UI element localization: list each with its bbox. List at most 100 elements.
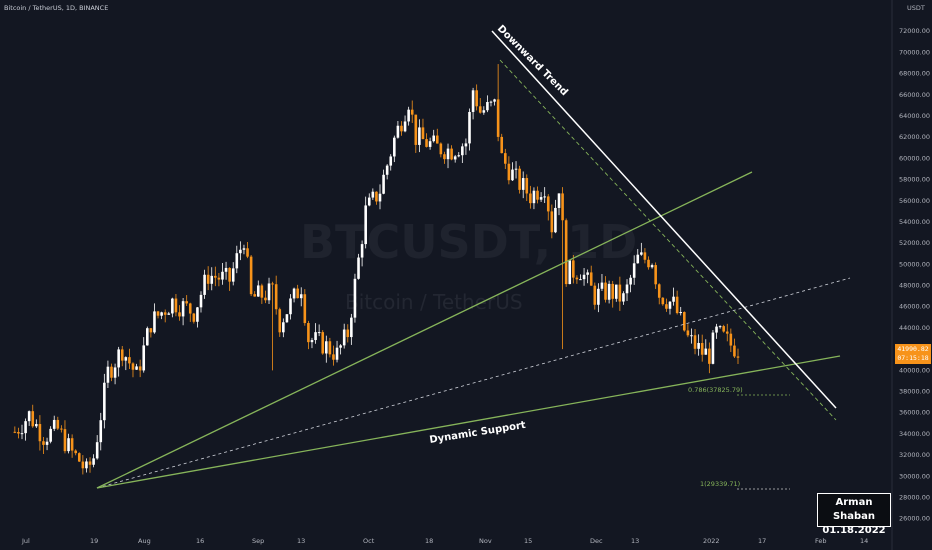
x-tick-label: Sep	[252, 537, 264, 545]
candle-up	[468, 111, 471, 144]
y-tick-label: 56000.00	[899, 197, 930, 205]
candle-up	[672, 296, 675, 302]
candle-up	[539, 197, 543, 200]
candle-down	[217, 277, 221, 280]
y-tick-label: 52000.00	[899, 239, 930, 247]
y-tick-label: 50000.00	[899, 260, 930, 268]
candle-down	[56, 419, 60, 429]
candle-up	[514, 168, 518, 170]
candle-up	[135, 366, 138, 370]
candle-up	[117, 349, 120, 368]
candle-up	[153, 311, 156, 333]
candle-up	[629, 277, 632, 285]
candle-down	[128, 357, 131, 364]
watermark-ticker: BTCUSDT, 1D	[300, 215, 637, 269]
downward-trend-parallel[interactable]	[499, 59, 837, 421]
upper-support-line[interactable]	[96, 171, 753, 489]
candle-up	[378, 193, 382, 202]
candle-up	[314, 332, 317, 341]
x-tick-label: Feb	[815, 537, 827, 545]
candle-up	[235, 253, 239, 269]
candle-up	[403, 121, 407, 132]
candle-up	[428, 141, 432, 147]
candle-up	[196, 307, 199, 322]
candle-up	[20, 433, 24, 435]
fib-1-label: 1(29339.71)	[700, 480, 740, 488]
candle-down	[686, 330, 690, 336]
candle-up	[568, 260, 572, 285]
candle-up	[289, 298, 292, 315]
candle-down	[443, 154, 446, 160]
candle-up	[199, 294, 203, 308]
x-tick-label: Aug	[138, 537, 151, 545]
candle-down	[271, 283, 274, 285]
x-tick-label: 18	[425, 537, 433, 545]
candle-down	[665, 304, 668, 309]
candle-up	[124, 357, 128, 361]
candle-up	[543, 196, 546, 198]
downward-trend-line[interactable]	[491, 30, 837, 409]
last-price-value: 41990.82	[897, 345, 929, 353]
candle-up	[464, 143, 468, 147]
candle-down	[332, 354, 335, 360]
candle-up	[453, 156, 457, 160]
candle-down	[214, 275, 217, 278]
currency-label: USDT	[907, 4, 925, 12]
candle-down	[206, 274, 210, 284]
candle-up	[697, 342, 700, 349]
candle-down	[729, 333, 733, 346]
candle-down	[496, 99, 500, 137]
x-tick-label: 15	[524, 537, 532, 545]
candle-down	[572, 260, 575, 278]
dynamic-support-line[interactable]	[96, 355, 841, 489]
candle-up	[282, 322, 285, 333]
candle-up	[636, 254, 640, 264]
candle-down	[400, 125, 403, 132]
candle-up	[160, 312, 163, 316]
candle-up	[231, 268, 235, 282]
y-tick-label: 38000.00	[899, 388, 930, 396]
candle-down	[435, 135, 439, 144]
candle-up	[49, 428, 52, 442]
candle-down	[228, 267, 231, 282]
candle-up	[582, 274, 586, 280]
candle-up	[668, 301, 672, 309]
candle-up	[557, 193, 561, 208]
candle-down	[589, 272, 593, 286]
candle-down	[120, 349, 124, 361]
candle-down	[478, 106, 482, 113]
x-tick-label: 19	[90, 537, 98, 545]
candle-up	[221, 271, 224, 280]
candle-up	[586, 272, 589, 275]
candle-down	[178, 312, 181, 317]
candle-down	[575, 277, 579, 280]
candle-up	[113, 367, 117, 378]
x-tick-label: 2022	[703, 537, 720, 545]
candle-up	[461, 146, 464, 156]
candle-up	[27, 411, 31, 422]
dashed-mid-trendline[interactable]	[96, 277, 851, 489]
y-tick-label: 44000.00	[899, 324, 930, 332]
x-tick-label: Oct	[363, 537, 375, 545]
candle-up	[393, 137, 396, 157]
y-tick-label: 34000.00	[899, 430, 930, 438]
candle-down	[604, 282, 607, 300]
candle-down	[450, 148, 453, 160]
candle-down	[414, 114, 418, 145]
candle-down	[657, 284, 661, 298]
candle-down	[163, 312, 167, 315]
candle-down	[475, 90, 478, 107]
y-tick-label: 66000.00	[899, 91, 930, 99]
y-tick-label: 64000.00	[899, 112, 930, 120]
candle-up	[335, 347, 339, 360]
candle-down	[77, 453, 81, 462]
candle-up	[554, 207, 557, 233]
y-axis: 72000.00 70000.00 68000.00 66000.00 64000.00…	[899, 27, 930, 523]
candle-up	[493, 99, 496, 102]
x-tick-label: 14	[860, 537, 868, 545]
candle-down	[550, 211, 554, 233]
x-tick-label: Jul	[21, 537, 30, 545]
candle-down	[507, 163, 511, 181]
x-tick-label: 16	[196, 537, 204, 545]
